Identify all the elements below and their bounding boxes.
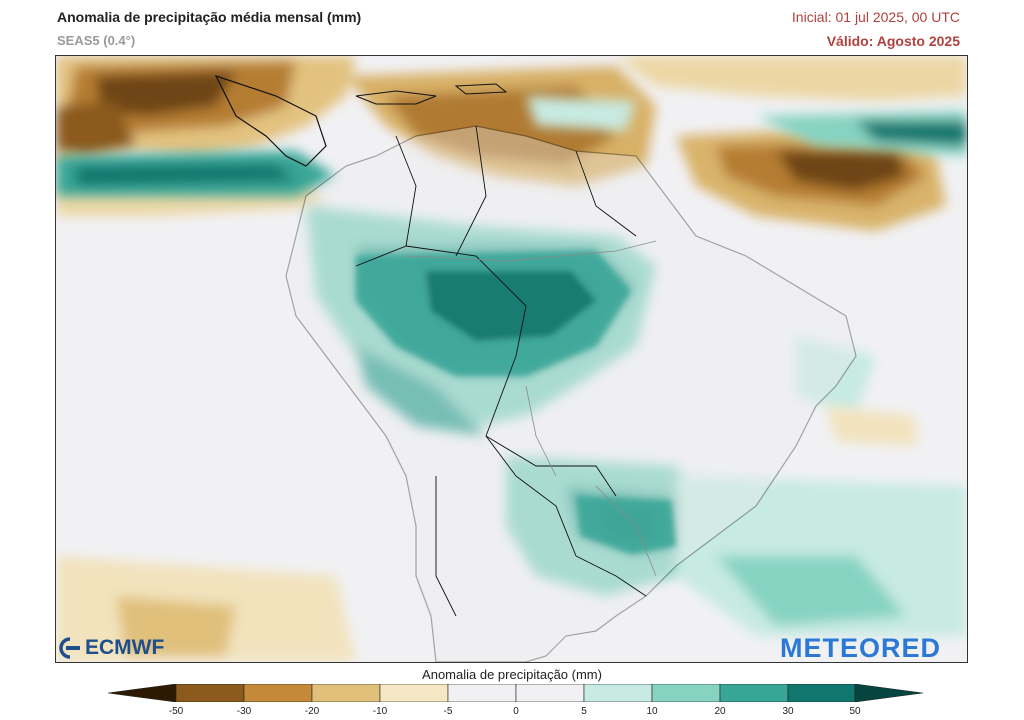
central-america-land xyxy=(214,74,327,167)
dry-anomaly-south xyxy=(56,406,916,662)
colorbar-segment xyxy=(379,684,449,702)
tick-label: -30 xyxy=(236,706,252,717)
ecmwf-logo-text: ECMWF xyxy=(85,636,165,659)
tick-label: -50 xyxy=(168,706,184,717)
colorbar-segment xyxy=(651,684,721,702)
colorbar-segment xyxy=(175,684,245,702)
tick-label: -5 xyxy=(443,706,453,717)
tick-label: -20 xyxy=(304,706,320,717)
rivers xyxy=(405,240,657,577)
wet-anomaly-overlay xyxy=(356,251,676,554)
tick-label: 30 xyxy=(782,706,794,717)
initial-time: Inicial: 01 jul 2025, 00 UTC xyxy=(791,9,960,25)
tick-label: 10 xyxy=(646,706,658,717)
map-title: Anomalia de precipitação média mensal (m… xyxy=(57,9,362,25)
colorbar-segment xyxy=(787,684,856,702)
tick-label: 5 xyxy=(581,706,587,717)
dry-anomaly-north xyxy=(56,56,967,231)
tick-label: -10 xyxy=(372,706,388,717)
tick-label: 20 xyxy=(714,706,726,717)
colorbar-segment xyxy=(447,684,517,702)
colorbar xyxy=(108,684,923,702)
colorbar-segment xyxy=(719,684,789,702)
colorbar-segment xyxy=(583,684,653,702)
legend-title: Anomalia de precipitação (mm) xyxy=(422,667,602,682)
colorbar-high-arrow xyxy=(854,684,923,702)
colorbar-low-arrow xyxy=(108,684,177,702)
tick-label: 0 xyxy=(513,706,519,717)
caribbean-islands xyxy=(355,83,508,105)
valid-period: Válido: Agosto 2025 xyxy=(826,33,960,49)
ecmwf-logo: ECMWF xyxy=(58,636,164,660)
model-label: SEAS5 (0.4°) xyxy=(57,33,136,48)
colorbar-segment xyxy=(243,684,313,702)
map-canvas xyxy=(56,56,967,662)
colorbar-ticks: -50 -30 -20 -10 -5 0 5 10 20 30 50 xyxy=(0,706,1024,720)
country-borders xyxy=(355,125,647,617)
meteored-logo: METEORED xyxy=(780,633,942,663)
colorbar-segment xyxy=(515,684,585,702)
ecmwf-emblem-icon xyxy=(59,637,80,659)
tick-label: 50 xyxy=(849,706,861,717)
colorbar-segment xyxy=(311,684,381,702)
precipitation-anomaly-map xyxy=(55,55,968,663)
